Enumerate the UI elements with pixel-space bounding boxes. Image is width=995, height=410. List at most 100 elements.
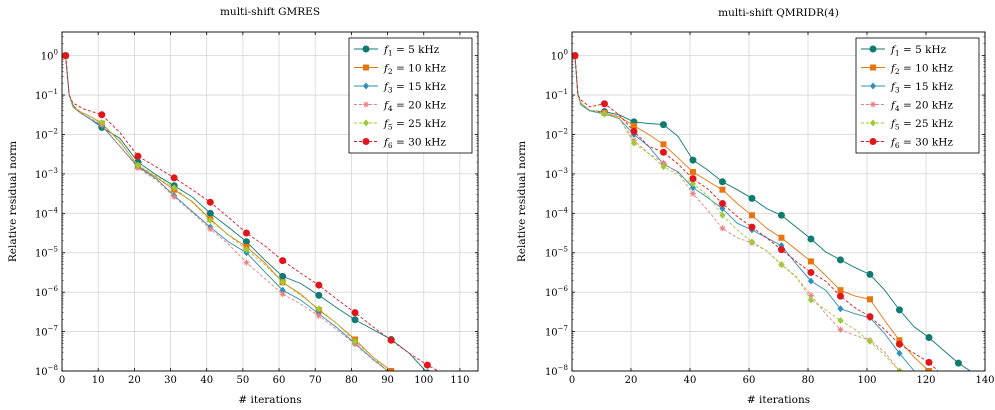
data-point [807,296,814,304]
data-point [630,122,637,129]
x-tick-label: 30 [164,375,177,386]
data-point [837,287,844,294]
legend-marker [363,101,369,108]
y-tick-label: 10−4 [35,206,59,220]
legend-item: f6 = 30 kHz [861,137,953,151]
legend-item: f3 = 15 kHz [861,81,953,95]
legend-item: f5 = 25 kHz [861,118,953,132]
data-point [777,211,785,219]
data-point [315,291,323,299]
chart-title: multi-shift QMRIDR(4) [718,7,839,19]
legend-item: f1 = 5 kHz [861,44,947,58]
data-point [660,159,667,166]
plot-area [62,52,439,371]
chart-qmridr: 0 20 40 60 80 100 120 140 100 10−1 10−2 10−3 10−4 10−… [516,7,995,406]
data-point [866,270,874,278]
data-point [279,272,287,280]
axes-frame [571,31,986,372]
x-tick-label: 100 [857,375,876,386]
data-point [387,336,395,344]
y-tick-label: 10−3 [35,167,58,181]
legend-marker [870,101,876,108]
legend-marker [363,82,369,90]
data-point [423,361,431,369]
legend-marker [870,119,876,127]
data-point [837,317,844,325]
x-tick-label: 10 [92,375,105,386]
series-6 [62,52,439,371]
data-point [243,246,250,254]
x-tick-label: 110 [450,375,469,386]
series-line [65,55,388,371]
ticks: 0 20 40 60 80 100 120 140 100 10−1 10−2 10−3 10−4 10−… [545,32,995,386]
y-tick-label: 10−3 [545,167,568,181]
data-point [807,292,814,299]
x-axis-label: # iterations [238,394,301,406]
data-point [171,184,178,192]
data-point [279,291,286,298]
data-point [660,163,667,171]
data-point [601,110,608,118]
data-point [866,337,873,345]
legend-marker [362,138,370,145]
data-point [170,174,178,182]
data-point [866,296,873,303]
legend-item: f1 = 5 kHz [354,44,440,58]
series-4 [62,52,388,371]
data-point [748,223,756,231]
data-point [778,261,785,269]
legend-item: f2 = 10 kHz [354,63,446,76]
legend-label: f4 = 20 kHz [383,100,446,114]
data-point [689,190,696,197]
data-point [718,178,726,186]
series-3 [62,52,388,371]
data-point [954,359,962,367]
series-line [65,55,388,371]
series-2 [572,52,932,371]
y-tick-label: 100 [41,49,58,63]
x-tick-label: 40 [684,375,697,386]
x-axis-label: # iterations [747,394,810,406]
y-tick-label: 10−7 [35,325,58,339]
y-axis-label: Relative residual norm [516,141,528,262]
data-point [807,235,815,243]
data-point [630,127,638,135]
y-tick-label: 10−8 [35,364,58,378]
x-tick-label: 60 [743,375,756,386]
legend-marker [363,119,369,127]
x-tick-label: 0 [569,375,575,386]
y-axis-label: Relative residual norm [7,141,19,262]
data-point [98,111,106,119]
legend-label: f5 = 25 kHz [383,118,446,132]
legend-item: f4 = 20 kHz [354,100,446,114]
data-point [315,305,322,313]
data-point [837,305,844,313]
legend-label: f1 = 5 kHz [383,44,440,58]
data-point [777,246,785,254]
y-tick-label: 10−7 [545,325,568,339]
y-tick-label: 10−5 [35,246,58,260]
legend-marker [363,64,369,71]
data-point [925,333,933,341]
legend-marker [870,82,876,90]
series-5 [62,52,388,371]
data-point [807,258,814,265]
data-point [807,277,814,285]
data-point [207,226,214,233]
legend-item: f6 = 30 kHz [354,137,446,150]
legend-box [855,37,980,154]
data-point [134,161,141,169]
data-point [388,368,395,371]
data-point [134,152,142,160]
chart-gmres: 0 10 20 30 40 50 60 70 80 90 100 110 100 10−1 10−2 10−3… [7,6,479,406]
legend-label: f4 = 20 kHz [890,100,953,114]
data-point [352,337,359,345]
x-tick-label: 140 [975,375,994,386]
x-tick-label: 100 [414,375,433,386]
x-tick-label: 120 [916,375,935,386]
data-point [62,52,70,60]
x-tick-label: 0 [59,375,65,386]
x-tick-label: 50 [237,375,250,386]
legend-label: f6 = 30 kHz [890,137,953,151]
data-point [351,316,359,324]
